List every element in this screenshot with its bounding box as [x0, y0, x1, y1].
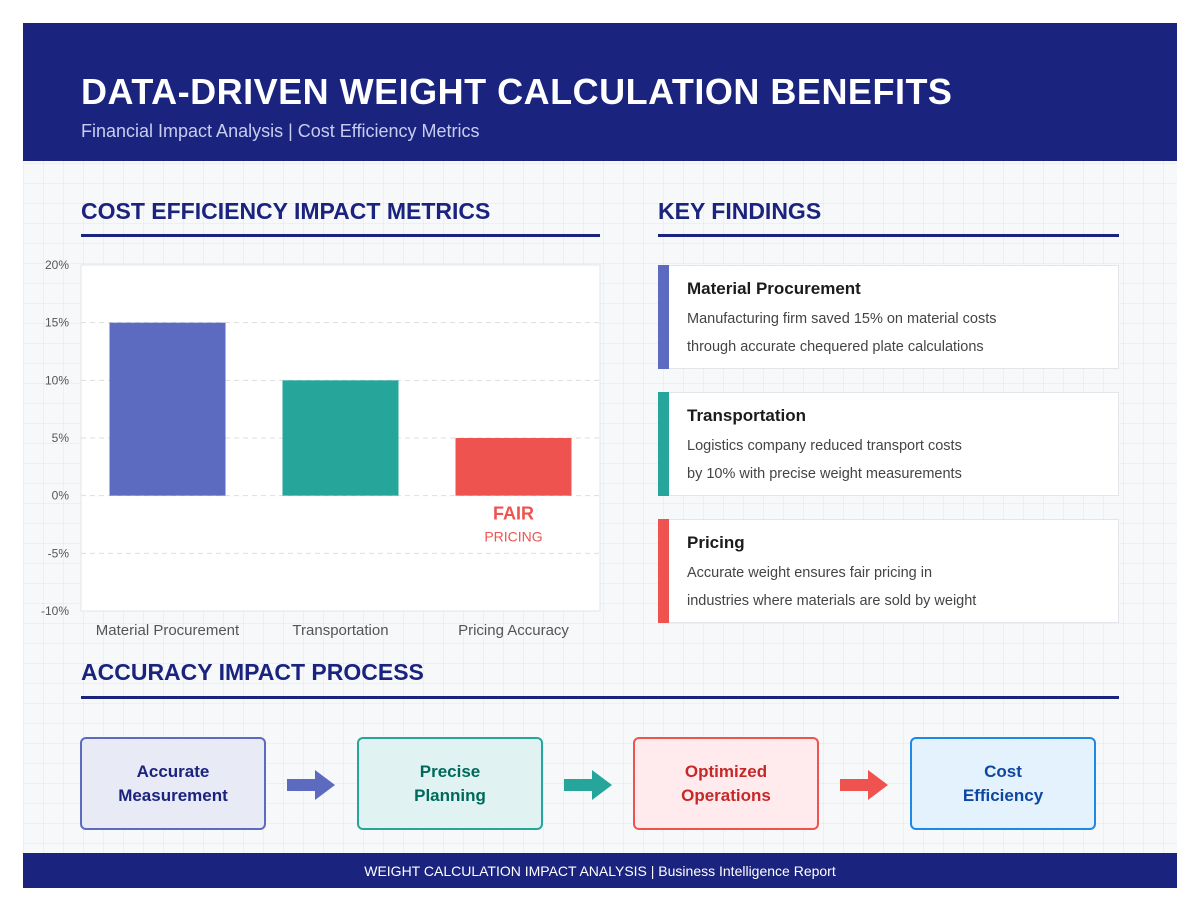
finding-text-line: by 10% with precise weight measurements: [687, 466, 962, 482]
process-step-label: Optimized Operations: [681, 761, 771, 805]
finding-title: Pricing: [687, 533, 745, 552]
chart-section-title: COST EFFICIENCY IMPACT METRICS: [81, 198, 491, 224]
page-title: DATA-DRIVEN WEIGHT CALCULATION BENEFITS: [81, 71, 953, 112]
report-header: DATA-DRIVEN WEIGHT CALCULATION BENEFITS …: [23, 23, 1177, 161]
bar-transportation: [282, 380, 399, 496]
finding-text-line: through accurate chequered plate calcula…: [687, 339, 984, 355]
y-tick-label: 20%: [45, 258, 69, 272]
y-tick-label: 15%: [45, 316, 69, 330]
process-step-label: Cost Efficiency: [962, 761, 1044, 805]
x-tick-label: Transportation: [292, 622, 388, 639]
report-footer: WEIGHT CALCULATION IMPACT ANALYSIS | Bus…: [23, 853, 1177, 888]
finding-accent-bar: [658, 519, 669, 623]
process-step-cost-efficiency: Cost Efficiency: [910, 737, 1096, 830]
bar-material-procurement: [109, 322, 226, 496]
process-step-precise-planning: Precise Planning: [357, 737, 543, 830]
finding-title: Material Procurement: [687, 279, 861, 298]
right-arrow-icon: [840, 770, 888, 800]
finding-text-line: Accurate weight ensures fair pricing in: [687, 565, 933, 581]
process-step-optimized-operations: Optimized Operations: [633, 737, 819, 830]
process-section-title: ACCURACY IMPACT PROCESS: [81, 659, 424, 685]
finding-card-pricing: Pricing Accurate weight ensures fair pri…: [658, 519, 1119, 623]
y-tick-label: -5%: [48, 546, 70, 560]
findings-section-rule: [658, 234, 1119, 237]
x-tick-label: Pricing Accuracy: [458, 622, 569, 639]
chart-bars: [109, 322, 572, 496]
right-arrow-icon: [564, 770, 612, 800]
finding-text-line: Logistics company reduced transport cost…: [687, 438, 962, 454]
finding-accent-bar: [658, 392, 669, 496]
finding-card-material: Material Procurement Manufacturing firm …: [658, 265, 1119, 369]
chart-x-axis: Material Procurement Transportation Pricin…: [96, 622, 570, 639]
page-subtitle: Financial Impact Analysis | Cost Efficie…: [81, 121, 480, 141]
chart-section-rule: [81, 234, 600, 237]
annotation-pricing-label: PRICING: [484, 529, 542, 545]
y-tick-label: 0%: [52, 489, 70, 503]
finding-card-transportation: Transportation Logistics company reduced…: [658, 392, 1119, 496]
report-frame: DATA-DRIVEN WEIGHT CALCULATION BENEFITS …: [23, 23, 1177, 888]
process-step-accurate-measurement: Accurate Measurement: [80, 737, 266, 830]
process-step-label: Accurate Measurement: [118, 761, 228, 805]
chart-annotation: FAIR PRICING: [484, 504, 542, 545]
y-tick-label: 10%: [45, 373, 69, 387]
bar-chart: 20% 15% 10% 5% 0% -5% -10% Material Procuremen…: [41, 258, 601, 639]
finding-title: Transportation: [687, 406, 807, 425]
process-step-label: Precise Planning: [414, 761, 486, 805]
chart-y-axis: 20% 15% 10% 5% 0% -5% -10%: [41, 258, 69, 618]
findings-section-title: KEY FINDINGS: [658, 198, 822, 224]
x-tick-label: Material Procurement: [96, 622, 240, 639]
finding-text-line: industries where materials are sold by w…: [687, 593, 977, 609]
finding-text-line: Manufacturing firm saved 15% on material…: [687, 311, 997, 327]
finding-accent-bar: [658, 265, 669, 369]
y-tick-label: -10%: [41, 604, 69, 618]
y-tick-label: 5%: [52, 431, 70, 445]
bar-pricing-accuracy: [455, 438, 572, 496]
right-arrow-icon: [287, 770, 335, 800]
annotation-fair-label: FAIR: [493, 504, 534, 524]
process-section-rule: [81, 696, 1119, 699]
